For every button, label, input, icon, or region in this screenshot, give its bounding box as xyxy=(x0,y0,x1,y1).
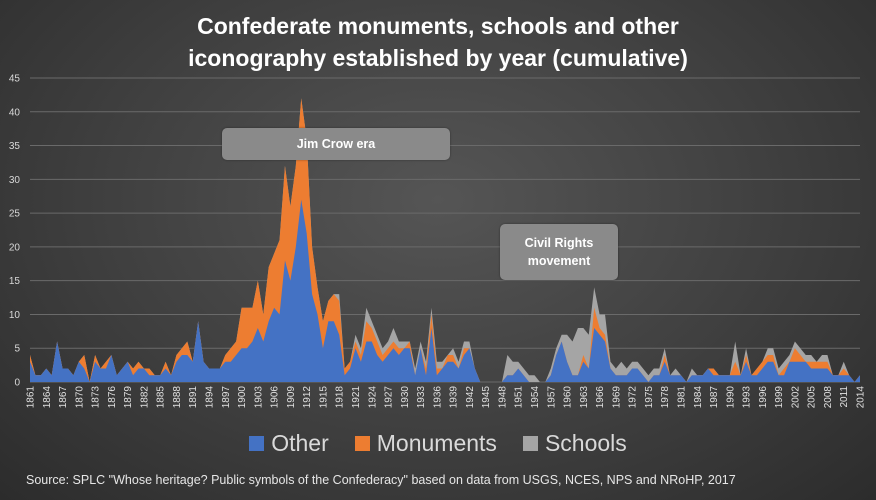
x-tick-label: 1981 xyxy=(676,386,687,409)
x-tick-label: 1939 xyxy=(449,386,460,409)
x-tick-label: 1948 xyxy=(497,386,508,409)
gridlines xyxy=(30,77,860,383)
x-tick-label: 2008 xyxy=(823,386,834,409)
x-tick-label: 1945 xyxy=(481,386,492,409)
y-tick-label: 15 xyxy=(9,276,21,287)
x-tick-label: 1990 xyxy=(725,386,736,409)
x-tick-label: 1954 xyxy=(530,386,541,409)
legend-swatch-other xyxy=(249,435,265,451)
x-tick-label: 1942 xyxy=(465,386,476,409)
x-tick-label: 1870 xyxy=(74,386,85,409)
x-tick-label: 1882 xyxy=(139,386,150,409)
legend-item-other: Other xyxy=(249,428,329,458)
x-tick-label: 1984 xyxy=(693,386,704,409)
x-tick-label: 1966 xyxy=(595,386,606,409)
x-tick-label: 1894 xyxy=(205,386,216,409)
x-tick-label: 1933 xyxy=(416,386,427,409)
y-tick-label: 20 xyxy=(9,242,21,253)
x-tick-label: 1915 xyxy=(318,386,329,409)
x-tick-label: 1936 xyxy=(432,386,443,409)
x-tick-label: 1951 xyxy=(514,386,525,409)
x-tick-label: 2014 xyxy=(856,386,867,409)
x-tick-label: 1999 xyxy=(774,386,785,409)
legend-swatch-monuments xyxy=(354,435,370,451)
x-tick-label: 1918 xyxy=(335,386,346,409)
x-tick-label: 1978 xyxy=(660,386,671,409)
x-tick-label: 1873 xyxy=(91,386,102,409)
x-tick-label: 1969 xyxy=(611,386,622,409)
y-tick-label: 45 xyxy=(9,74,21,85)
x-tick-label: 1975 xyxy=(644,386,655,409)
y-tick-label: 0 xyxy=(14,378,20,389)
x-tick-label: 1996 xyxy=(758,386,769,409)
x-tick-label: 1912 xyxy=(302,386,313,409)
x-tick-label: 1930 xyxy=(400,386,411,409)
legend: Other Monuments Schools xyxy=(0,428,876,458)
x-tick-label: 1867 xyxy=(58,386,69,409)
x-tick-label: 2011 xyxy=(839,386,850,408)
x-tick-label: 1903 xyxy=(253,386,264,409)
x-tick-label: 1957 xyxy=(546,386,557,409)
legend-swatch-schools xyxy=(522,435,538,451)
annotation-jim-crow-era: Jim Crow era xyxy=(222,128,450,160)
x-tick-label: 1891 xyxy=(188,386,199,409)
source-note: Source: SPLC "Whose heritage? Public sym… xyxy=(26,473,736,487)
x-tick-label: 1909 xyxy=(286,386,297,409)
x-tick-label: 1921 xyxy=(351,386,362,409)
x-tick-label: 1927 xyxy=(384,386,395,409)
y-tick-label: 10 xyxy=(9,310,21,321)
legend-label-monuments: Monuments xyxy=(376,430,497,456)
area-series xyxy=(30,98,860,383)
y-tick-label: 5 xyxy=(14,344,20,355)
y-axis-ticks: 0 5 10 15 20 25 30 35 40 45 xyxy=(9,74,21,389)
x-tick-label: 2005 xyxy=(807,386,818,409)
annotation-civil-rights-movement: Civil Rights movement xyxy=(500,224,618,280)
legend-label-schools: Schools xyxy=(544,430,627,456)
x-tick-label: 1906 xyxy=(270,386,281,409)
legend-label-other: Other xyxy=(271,430,329,456)
area-other xyxy=(30,199,860,382)
y-tick-label: 40 xyxy=(9,107,21,118)
y-tick-label: 25 xyxy=(9,209,21,220)
y-tick-label: 30 xyxy=(9,175,21,186)
x-tick-label: 1963 xyxy=(579,386,590,409)
x-tick-label: 1879 xyxy=(123,386,134,409)
legend-item-schools: Schools xyxy=(522,428,627,458)
x-tick-label: 1993 xyxy=(742,386,753,409)
legend-item-monuments: Monuments xyxy=(354,428,497,458)
y-tick-label: 35 xyxy=(9,141,21,152)
x-tick-label: 1876 xyxy=(107,386,118,409)
x-tick-label: 1885 xyxy=(156,386,167,409)
x-tick-label: 1987 xyxy=(709,386,720,409)
x-tick-label: 1861 xyxy=(26,386,37,409)
chart-title: Confederate monuments, schools and other… xyxy=(188,13,688,71)
x-axis-ticks: 1861 1864 1867 1870 1873 1876 1879 1882 1885 1888… xyxy=(26,386,867,409)
x-tick-label: 2002 xyxy=(790,386,801,409)
x-tick-label: 1900 xyxy=(237,386,248,409)
x-tick-label: 1924 xyxy=(367,386,378,409)
x-tick-label: 1888 xyxy=(172,386,183,409)
x-tick-label: 1960 xyxy=(563,386,574,409)
x-tick-label: 1897 xyxy=(221,386,232,409)
x-tick-label: 1864 xyxy=(42,386,53,409)
x-tick-label: 1972 xyxy=(628,386,639,409)
